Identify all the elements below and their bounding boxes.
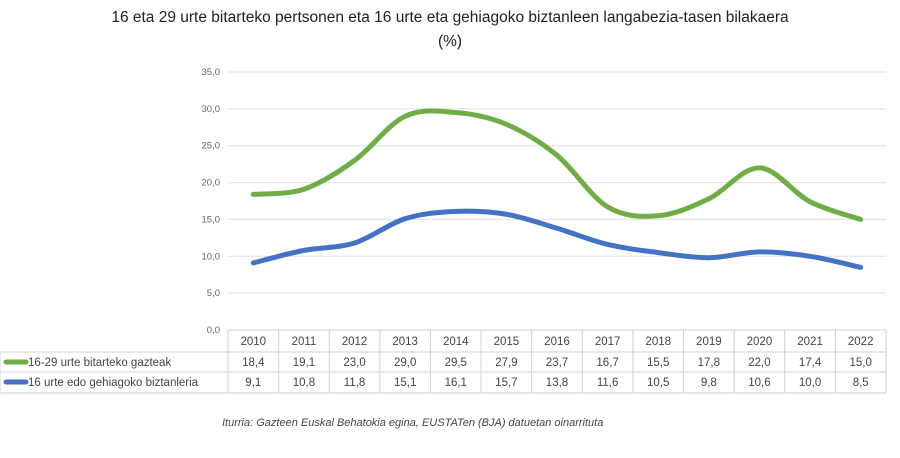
y-tick-label: 30,0 <box>202 104 221 115</box>
x-category-label: 2010 <box>241 336 267 348</box>
y-tick-label: 35,0 <box>202 67 221 78</box>
data-label: 19,1 <box>293 357 315 369</box>
series-line <box>250 108 864 222</box>
x-category-label: 2021 <box>797 336 823 348</box>
data-label: 15,0 <box>849 357 871 369</box>
data-label: 22,0 <box>748 357 770 369</box>
data-label: 18,4 <box>242 357 265 369</box>
y-tick-label: 25,0 <box>202 141 221 152</box>
data-label: 15,5 <box>647 357 669 369</box>
x-category-label: 2022 <box>848 336 874 348</box>
chart-title: 16 eta 29 urte bitarteko pertsonen eta 1… <box>0 6 900 54</box>
x-category-label: 2011 <box>292 336 317 348</box>
x-category-label: 2015 <box>494 336 520 348</box>
data-label: 10,6 <box>748 377 770 389</box>
x-category-label: 2014 <box>443 336 469 348</box>
y-tick-label: 10,0 <box>202 251 221 262</box>
x-category-label: 2020 <box>747 336 773 348</box>
x-category-label: 2019 <box>696 336 722 348</box>
data-label: 9,1 <box>245 377 261 389</box>
y-tick-label: 15,0 <box>202 214 221 225</box>
data-label: 15,1 <box>394 377 416 389</box>
data-label: 15,7 <box>495 377 517 389</box>
x-category-label: 2013 <box>392 336 418 348</box>
y-tick-label: 20,0 <box>202 178 221 189</box>
x-category-label: 2018 <box>645 336 671 348</box>
x-category-label: 2017 <box>595 336 621 348</box>
data-label: 27,9 <box>495 357 517 369</box>
data-label: 11,8 <box>344 377 366 389</box>
data-label: 9,8 <box>701 377 717 389</box>
data-label: 23,0 <box>343 357 365 369</box>
legend-label: 16 urte edo gehiagoko biztanleria <box>28 377 199 389</box>
data-label: 23,7 <box>546 357 568 369</box>
data-label: 16,1 <box>445 377 467 389</box>
data-label: 10,0 <box>799 377 821 389</box>
data-label: 17,4 <box>799 357 822 369</box>
y-tick-label: 0,0 <box>207 325 220 336</box>
chart-subtitle: (%) <box>437 33 463 50</box>
data-label: 8,5 <box>853 377 869 389</box>
data-label: 29,0 <box>394 357 416 369</box>
data-label: 11,6 <box>597 377 619 389</box>
data-label: 16,7 <box>596 357 618 369</box>
y-tick-label: 5,0 <box>207 288 220 299</box>
data-label: 13,8 <box>546 377 568 389</box>
chart-title-main: 16 eta 29 urte bitarteko pertsonen eta 1… <box>111 9 789 26</box>
data-label: 17,8 <box>698 357 720 369</box>
data-label: 29,5 <box>445 357 467 369</box>
source-note: Iturria: Gazteen Euskal Behatokia egina,… <box>222 417 604 429</box>
x-category-label: 2012 <box>342 336 368 348</box>
data-label: 10,5 <box>647 377 669 389</box>
x-category-label: 2016 <box>544 336 570 348</box>
legend-label: 16-29 urte bitarteko gazteak <box>28 357 171 369</box>
data-label: 10,8 <box>293 377 315 389</box>
